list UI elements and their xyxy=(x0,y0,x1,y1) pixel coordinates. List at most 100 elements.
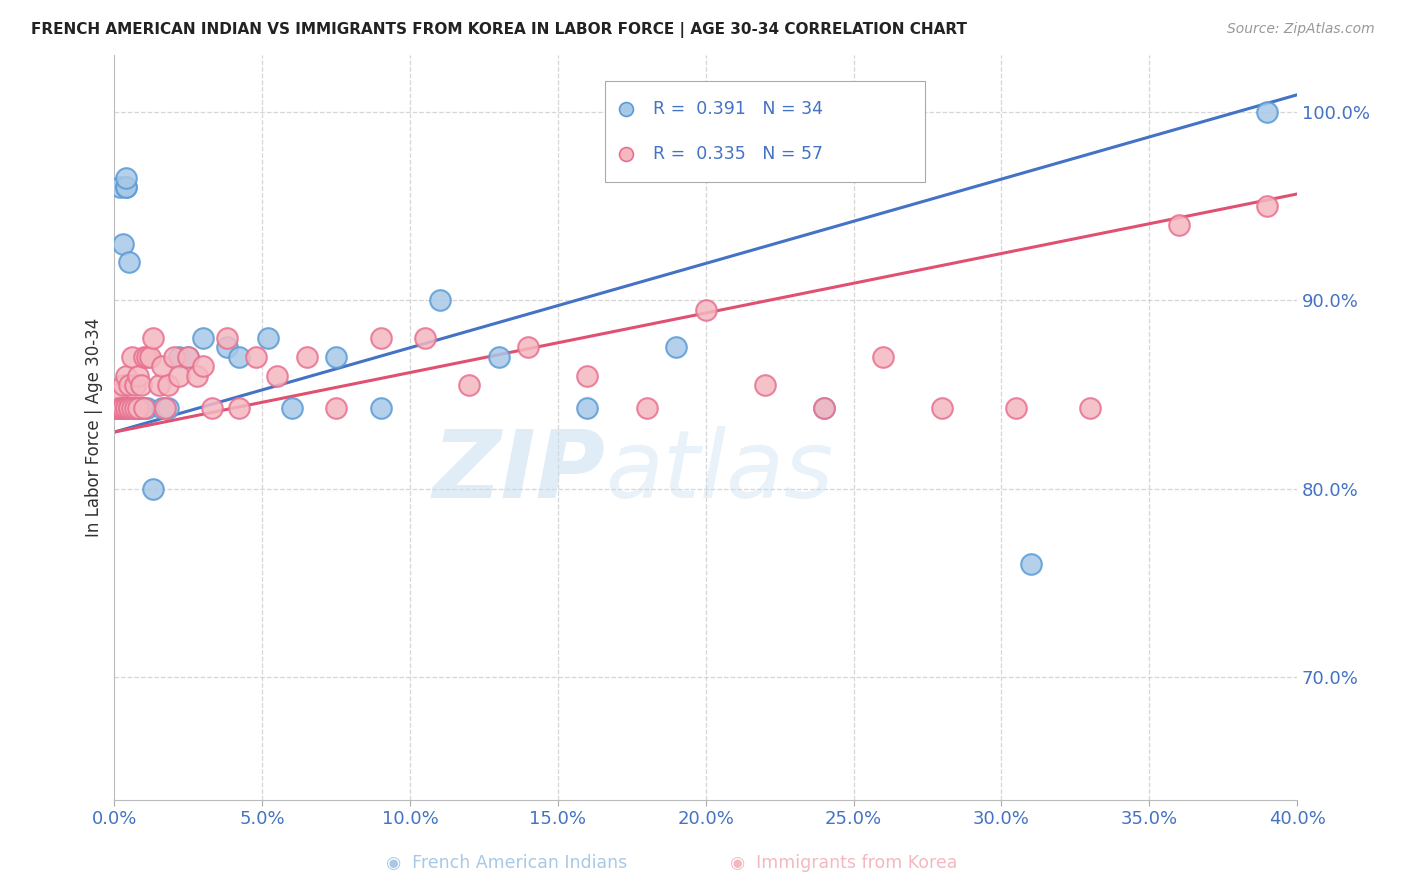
Point xyxy=(121,350,143,364)
Point xyxy=(110,401,132,415)
Text: atlas: atlas xyxy=(605,426,834,517)
Point xyxy=(215,331,238,345)
Point xyxy=(127,368,149,383)
Text: Source: ZipAtlas.com: Source: ZipAtlas.com xyxy=(1227,22,1375,37)
Point xyxy=(295,350,318,364)
Point xyxy=(576,368,599,383)
Point xyxy=(112,401,135,415)
Point xyxy=(142,482,165,496)
Point xyxy=(1256,199,1278,213)
Point xyxy=(118,255,141,269)
Point xyxy=(186,368,208,383)
Point xyxy=(1256,104,1278,119)
Point xyxy=(127,401,149,415)
Point xyxy=(1384,242,1406,256)
Point xyxy=(177,350,200,364)
Point xyxy=(215,340,238,354)
Point xyxy=(139,350,162,364)
Point xyxy=(112,401,135,415)
Text: FRENCH AMERICAN INDIAN VS IMMIGRANTS FROM KOREA IN LABOR FORCE | AGE 30-34 CORRE: FRENCH AMERICAN INDIAN VS IMMIGRANTS FRO… xyxy=(31,22,967,38)
Point xyxy=(458,378,481,392)
Point xyxy=(191,331,214,345)
Point xyxy=(413,331,436,345)
Point xyxy=(124,401,146,415)
Point xyxy=(142,331,165,345)
Point xyxy=(110,180,132,194)
Point xyxy=(112,378,135,392)
Point xyxy=(872,350,894,364)
Point xyxy=(118,401,141,415)
Y-axis label: In Labor Force | Age 30-34: In Labor Force | Age 30-34 xyxy=(86,318,103,537)
Point xyxy=(156,378,179,392)
Point xyxy=(665,340,688,354)
Point xyxy=(115,401,138,415)
Point xyxy=(150,359,173,373)
Point xyxy=(105,401,128,415)
Point xyxy=(132,401,155,415)
Point xyxy=(517,340,540,354)
Point xyxy=(576,401,599,415)
Point xyxy=(136,401,159,415)
Point xyxy=(153,401,176,415)
Point xyxy=(136,350,159,364)
Point xyxy=(129,378,152,392)
Point xyxy=(112,401,135,415)
Point xyxy=(228,350,250,364)
Point xyxy=(132,350,155,364)
Point xyxy=(105,387,128,401)
Point xyxy=(121,401,143,415)
Point xyxy=(110,401,132,415)
Text: R =  0.335   N = 57: R = 0.335 N = 57 xyxy=(652,145,823,162)
Point xyxy=(1384,353,1406,368)
Bar xyxy=(605,81,925,182)
Point xyxy=(1019,557,1042,571)
Point xyxy=(201,401,224,415)
Point xyxy=(169,368,191,383)
Point xyxy=(129,401,152,415)
Point xyxy=(118,378,141,392)
Point xyxy=(124,401,146,415)
Point xyxy=(325,350,347,364)
Point xyxy=(1005,401,1028,415)
Point xyxy=(150,401,173,415)
Point xyxy=(112,236,135,251)
Point xyxy=(266,368,288,383)
Point xyxy=(325,401,347,415)
Point xyxy=(695,302,717,317)
Point xyxy=(754,378,776,392)
Point xyxy=(257,331,280,345)
Point xyxy=(127,401,149,415)
Point xyxy=(156,401,179,415)
Point xyxy=(636,401,658,415)
Point xyxy=(115,180,138,194)
Text: ◉  French American Indians: ◉ French American Indians xyxy=(385,855,627,872)
Point xyxy=(115,180,138,194)
Point xyxy=(429,293,451,307)
Text: R =  0.391   N = 34: R = 0.391 N = 34 xyxy=(652,100,823,119)
Point xyxy=(931,401,953,415)
Point xyxy=(132,401,155,415)
Point xyxy=(1167,218,1189,232)
Point xyxy=(281,401,304,415)
Point xyxy=(124,378,146,392)
Point xyxy=(370,401,392,415)
Point xyxy=(118,401,141,415)
Point xyxy=(115,170,138,185)
Point xyxy=(105,401,128,415)
Point xyxy=(370,331,392,345)
Point xyxy=(115,401,138,415)
Text: ZIP: ZIP xyxy=(432,426,605,518)
Point xyxy=(148,378,170,392)
Point xyxy=(813,401,835,415)
Point xyxy=(162,350,184,364)
Point xyxy=(169,350,191,364)
Point xyxy=(115,368,138,383)
Point xyxy=(105,401,128,415)
Point xyxy=(488,350,510,364)
Point xyxy=(245,350,267,364)
Point xyxy=(228,401,250,415)
Point xyxy=(177,350,200,364)
Point xyxy=(813,401,835,415)
Text: ◉  Immigrants from Korea: ◉ Immigrants from Korea xyxy=(730,855,957,872)
Point xyxy=(121,401,143,415)
